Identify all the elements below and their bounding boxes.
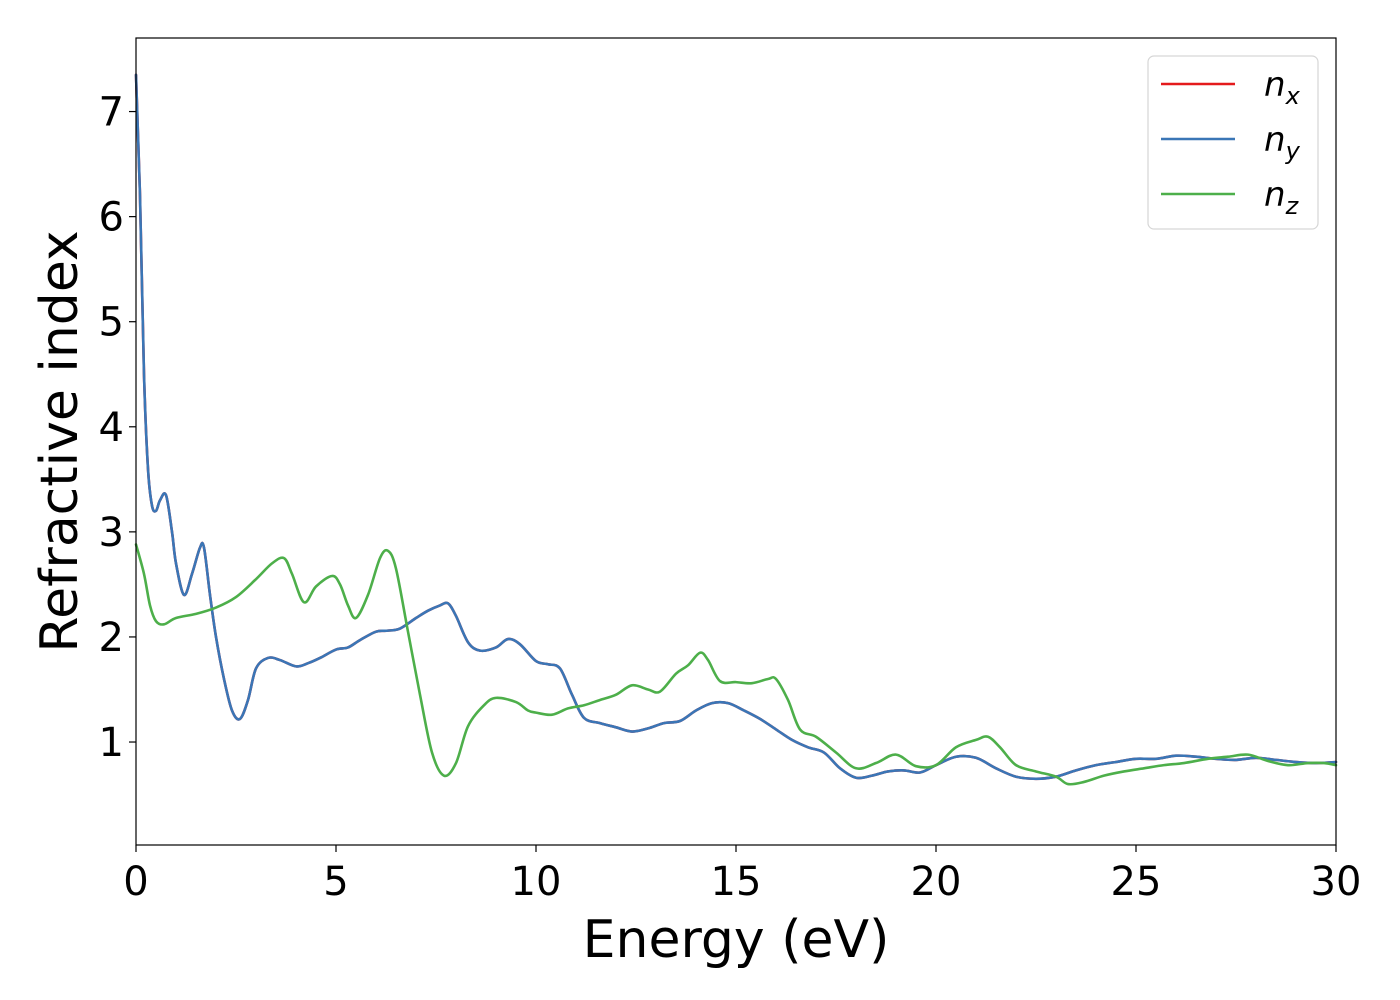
legend-label-subscript: z	[1285, 192, 1300, 220]
legend-label-subscript: x	[1285, 82, 1301, 110]
x-axis-ticks: 0 5 10 15 20 25 30	[123, 845, 1361, 905]
x-tick-label: 20	[911, 859, 962, 905]
x-tick-label: 10	[511, 859, 562, 905]
series-line-ny	[134, 73, 1338, 781]
y-tick-label: 3	[99, 510, 124, 556]
x-axis-label: Energy (eV)	[583, 910, 890, 970]
y-axis-label: Refractive index	[30, 230, 90, 652]
x-tick-label: 0	[123, 859, 148, 905]
legend-label-subscript: y	[1285, 137, 1301, 165]
series-layer	[134, 73, 1338, 786]
y-tick-label: 5	[99, 300, 124, 346]
y-tick-label: 6	[99, 195, 124, 241]
y-tick-label: 4	[99, 405, 124, 451]
x-tick-label: 25	[1111, 859, 1162, 905]
y-tick-label: 1	[99, 720, 124, 766]
legend-label: nz	[1264, 175, 1300, 220]
y-tick-label: 2	[99, 615, 124, 661]
legend-box	[1147, 55, 1319, 230]
x-tick-label: 15	[711, 859, 762, 905]
x-tick-label: 5	[323, 859, 348, 905]
series-line-nz	[134, 543, 1338, 786]
x-tick-label: 30	[1311, 859, 1362, 905]
y-tick-label: 7	[99, 90, 124, 136]
y-axis-ticks: 1 2 3 4 5 6 7	[99, 90, 136, 766]
